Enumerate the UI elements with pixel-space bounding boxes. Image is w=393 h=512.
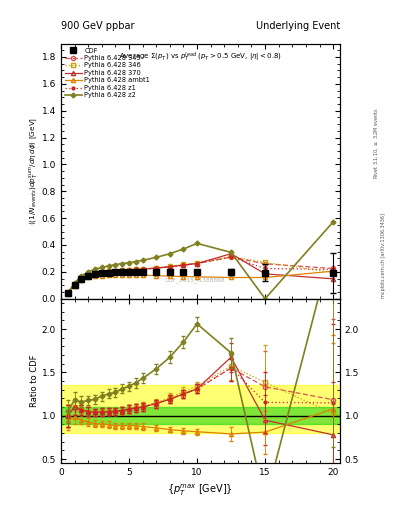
Text: Average $\Sigma(p_T)$ vs $p_T^{lead}$ ($p_T > 0.5$ GeV, $|\eta| < 0.8$): Average $\Sigma(p_T)$ vs $p_T^{lead}$ ($… <box>119 51 282 65</box>
X-axis label: $\{p_T^{max}$ [GeV]$\}$: $\{p_T^{max}$ [GeV]$\}$ <box>167 483 233 498</box>
Y-axis label: $\langle(1/N_{events}) dp_T^{sum}/d\eta\, d\phi\rangle$ [GeV]: $\langle(1/N_{events}) dp_T^{sum}/d\eta\… <box>27 117 39 225</box>
Text: Rivet 3.1.10, $\geq$ 3.2M events: Rivet 3.1.10, $\geq$ 3.2M events <box>373 108 380 179</box>
Text: mcplots.cern.ch [arXiv:1306.3436]: mcplots.cern.ch [arXiv:1306.3436] <box>381 214 386 298</box>
Y-axis label: Ratio to CDF: Ratio to CDF <box>30 355 39 407</box>
Text: CDF_2015_I1388868: CDF_2015_I1388868 <box>164 277 225 283</box>
Text: Underlying Event: Underlying Event <box>256 20 340 31</box>
Text: 900 GeV ppbar: 900 GeV ppbar <box>61 20 134 31</box>
Legend: CDF, Pythia 6.428 345, Pythia 6.428 346, Pythia 6.428 370, Pythia 6.428 ambt1, P: CDF, Pythia 6.428 345, Pythia 6.428 346,… <box>64 46 151 100</box>
